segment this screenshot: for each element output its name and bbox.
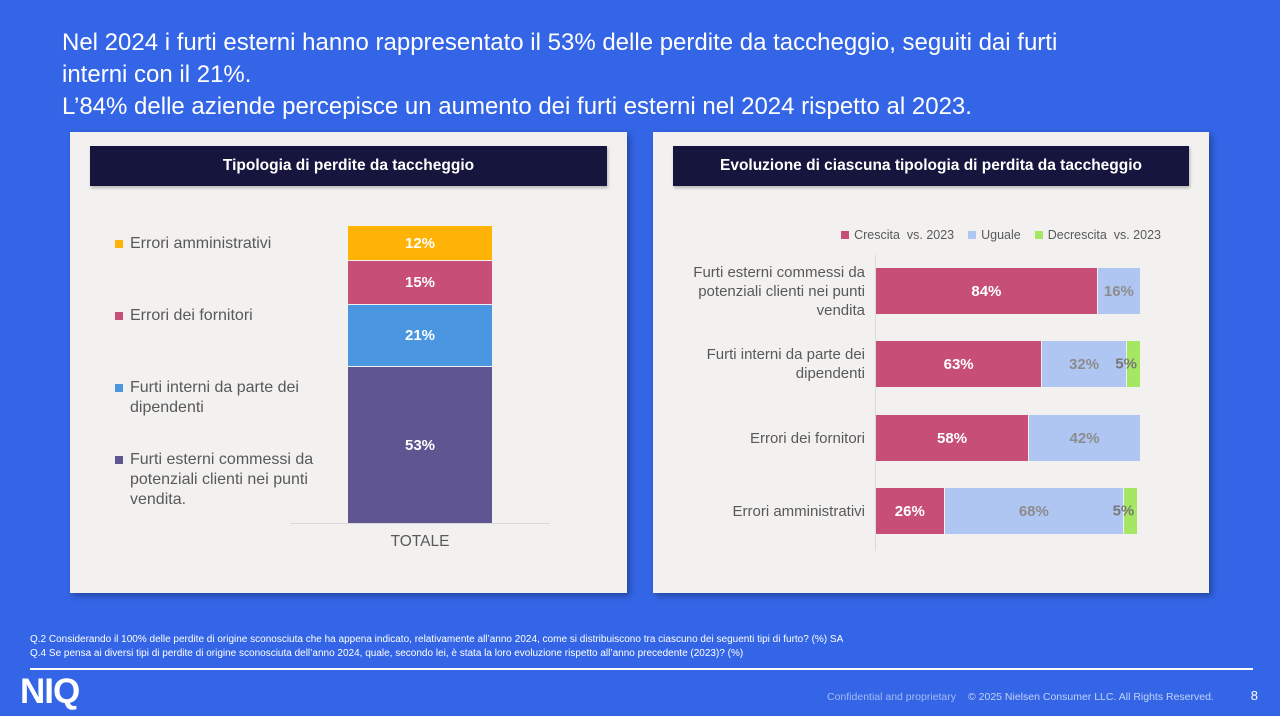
bar-segment-label: 5% bbox=[1112, 502, 1135, 520]
bar-segment: 12% bbox=[348, 226, 492, 262]
legend-item: Furti interni da parte dei dipendenti bbox=[115, 378, 340, 418]
legend-swatch bbox=[115, 312, 123, 320]
legend-label: Furti esterni commessi da potenziali cli… bbox=[130, 451, 314, 508]
legend-swatch bbox=[115, 456, 123, 464]
bar-segment: 5% bbox=[1113, 488, 1138, 534]
chart-row: Errori dei fornitori 58% 42% bbox=[653, 415, 1209, 461]
footer-separator-line bbox=[30, 668, 1253, 670]
copyright-label: © 2025 Nielsen Consumer LLC. All Rights … bbox=[968, 691, 1214, 703]
page-number: 8 bbox=[1250, 688, 1258, 703]
bar-segment: 16% bbox=[1097, 268, 1140, 314]
bar-segment: 84% bbox=[876, 268, 1098, 314]
stacked-bar: 84% 16% bbox=[876, 268, 1140, 314]
bar-segment: 21% bbox=[348, 305, 492, 368]
bar-segment: 15% bbox=[348, 261, 492, 306]
left-chart-card: Tipologia di perdite da taccheggio Error… bbox=[70, 132, 627, 593]
stacked-bar: 58% 42% bbox=[876, 415, 1140, 461]
bar-segment: 68% bbox=[944, 488, 1125, 534]
legend-label: Errori dei fornitori bbox=[130, 307, 253, 324]
legend-swatch bbox=[115, 384, 123, 392]
bar-segment: 5% bbox=[1115, 341, 1140, 387]
bar-segment: 58% bbox=[876, 415, 1030, 461]
bar-segment-label: 63% bbox=[943, 355, 974, 373]
legend-swatch bbox=[115, 240, 123, 248]
category-label: Errori amministrativi bbox=[732, 502, 865, 520]
right-chart-card: Evoluzione di ciascuna tipologia di perd… bbox=[653, 132, 1209, 593]
bar-segment-label: 84% bbox=[971, 282, 1002, 300]
confidential-label: Confidential and proprietary bbox=[827, 691, 956, 703]
bar-segment-label: 16% bbox=[1103, 282, 1134, 300]
left-chart-baseline bbox=[290, 523, 550, 524]
slide-title-line-2: interni con il 21%. bbox=[62, 61, 252, 88]
legend-item: Crescita vs. 2023 bbox=[841, 228, 954, 242]
category-label: Errori dei fornitori bbox=[749, 429, 865, 447]
legend-swatch bbox=[1034, 231, 1043, 239]
bar-segment: 26% bbox=[876, 488, 945, 534]
footnote-q2: Q.2 Considerando il 100% delle perdite d… bbox=[30, 634, 844, 645]
slide-title-line-1: Nel 2024 i furti esterni hanno rappresen… bbox=[62, 29, 1058, 56]
chart-row: Furti interni da parte dei dipendenti 63%… bbox=[653, 341, 1209, 387]
legend-item: Errori dei fornitori bbox=[115, 306, 340, 326]
category-label: Furti interni da parte dei dipendenti bbox=[706, 346, 865, 382]
bar-segment: 32% bbox=[1042, 341, 1127, 387]
legend-item: Furti esterni commessi da potenziali cli… bbox=[115, 450, 340, 510]
left-chart-title: Tipologia di perdite da taccheggio bbox=[90, 146, 607, 186]
legend-label: Errori amministrativi bbox=[130, 235, 272, 252]
right-chart-axis-line bbox=[875, 255, 876, 551]
bar-segment: 42% bbox=[1029, 415, 1140, 461]
legend-item: Uguale bbox=[968, 228, 1021, 242]
legend-item: Decrescita vs. 2023 bbox=[1034, 228, 1161, 242]
bar-segment-label: 58% bbox=[937, 429, 968, 447]
footnote-q4: Q.4 Se pensa ai diversi tipi di perdite … bbox=[30, 648, 744, 659]
legend-label: Uguale bbox=[981, 228, 1021, 242]
left-chart-axis-label: TOTALE bbox=[390, 533, 450, 550]
slide-title-line-3: L’84% delle aziende percepisce un aument… bbox=[62, 93, 972, 120]
bar-segment-label: 32% bbox=[1069, 355, 1100, 373]
legend-swatch bbox=[841, 231, 850, 239]
stacked-bar: 63% 32% 5% bbox=[876, 341, 1140, 387]
bar-segment-label: 26% bbox=[894, 502, 925, 520]
right-chart-legend: Crescita vs. 2023 Uguale Decrescita vs. 20… bbox=[841, 228, 1161, 242]
bar-segment-label: 42% bbox=[1069, 429, 1100, 447]
footnotes: Q.2 Considerando il 100% delle perdite d… bbox=[30, 633, 843, 661]
category-label: Furti esterni commessi da potenziali cli… bbox=[693, 263, 865, 319]
legend-label: Crescita vs. 2023 bbox=[854, 228, 955, 242]
chart-row: Errori amministrativi 26% 68% 5% bbox=[653, 488, 1209, 534]
legend-item: Errori amministrativi bbox=[115, 234, 340, 254]
bar-segment: 53% bbox=[348, 367, 492, 523]
bar-segment: 63% bbox=[876, 341, 1043, 387]
stacked-bar: 26% 68% 5% bbox=[876, 488, 1138, 534]
legend-swatch bbox=[968, 231, 977, 239]
right-chart-title: Evoluzione di ciascuna tipologia di perd… bbox=[673, 146, 1189, 186]
niq-logo: NIQ bbox=[20, 672, 80, 711]
legend-label: Decrescita vs. 2023 bbox=[1047, 228, 1161, 242]
legend-label: Furti interni da parte dei dipendenti bbox=[130, 379, 299, 416]
slide-title: Nel 2024 i furti esterni hanno rappresen… bbox=[62, 27, 1222, 123]
bar-segment-label: 68% bbox=[1018, 502, 1049, 520]
chart-row: Furti esterni commessi da potenziali cli… bbox=[653, 263, 1209, 319]
bar-segment-label: 5% bbox=[1115, 355, 1137, 373]
left-stacked-bar: 12% 15% 21% 53% bbox=[348, 226, 492, 523]
